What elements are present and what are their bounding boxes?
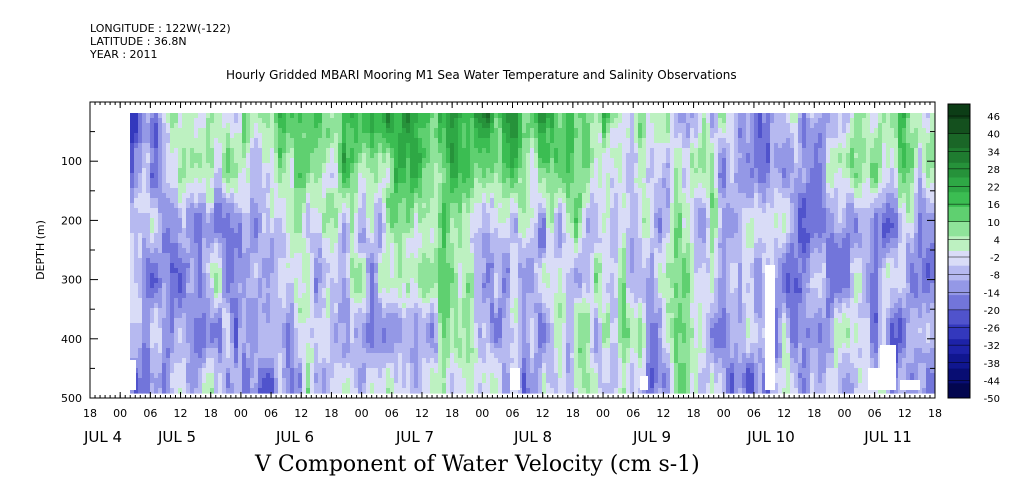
colorbar-label: -8	[990, 271, 1000, 282]
colorbar-swatch	[948, 295, 970, 311]
x-hour-label: 18	[928, 407, 942, 420]
y-tick-label: 400	[61, 333, 82, 346]
colorbar-label: -38	[984, 359, 1000, 370]
colorbar-swatch	[948, 118, 970, 134]
x-hour-label: 06	[626, 407, 640, 420]
year-label: YEAR : 2011	[90, 48, 158, 61]
colorbar-swatch	[948, 236, 970, 252]
x-hour-label: 18	[83, 407, 97, 420]
x-hour-label: 06	[264, 407, 278, 420]
x-hour-label: 00	[717, 407, 731, 420]
colorbar-label: 22	[987, 183, 1000, 194]
longitude-label: LONGITUDE : 122W(-122)	[90, 22, 231, 35]
colorbar-swatch	[948, 353, 970, 370]
x-hour-label: 06	[385, 407, 399, 420]
colorbar-label: 16	[987, 200, 1000, 211]
x-hour-label: 00	[355, 407, 369, 420]
x-hour-label: 18	[324, 407, 338, 420]
colorbar-label: -14	[984, 288, 1000, 299]
x-hour-label: 12	[174, 407, 188, 420]
colorbar: 46 40 34 28 22 16 10 4 -2 -8 -14 -20 -26 -32 -38 -44 -50	[947, 103, 1000, 405]
colorbar-swatch	[948, 251, 970, 267]
colorbar-label: -26	[984, 324, 1000, 335]
y-axis-title: DEPTH (m)	[34, 220, 47, 280]
x-date-label: JUL 7	[395, 428, 434, 446]
x-hour-label: 12	[656, 407, 670, 420]
colorbar-label: -32	[984, 341, 1000, 352]
colorbar-swatch	[948, 280, 970, 296]
x-hour-label: 06	[868, 407, 882, 420]
axes: 18 00 06 12 18 00 06 12 18 00 06 12 18 00 06 12 18 00 06 12…	[34, 101, 942, 446]
y-tick-label: 300	[61, 274, 82, 287]
x-hour-label: 06	[506, 407, 520, 420]
x-hour-label: 12	[294, 407, 308, 420]
y-tick-label: 100	[61, 155, 82, 168]
x-hour-label: 18	[445, 407, 459, 420]
x-hour-label: 18	[807, 407, 821, 420]
x-hour-label: 00	[234, 407, 248, 420]
x-hour-label: 18	[204, 407, 218, 420]
colorbar-label: 28	[987, 165, 1000, 176]
colorbar-label: 34	[987, 147, 1000, 158]
x-hour-label: 00	[475, 407, 489, 420]
colorbar-swatch	[948, 221, 970, 237]
x-hour-label: 12	[415, 407, 429, 420]
x-hour-label: 06	[747, 407, 761, 420]
x-hour-label: 12	[777, 407, 791, 420]
x-hour-label: 00	[837, 407, 851, 420]
colorbar-swatch	[948, 324, 970, 340]
colorbar-swatch	[948, 206, 970, 223]
colorbar-label: 46	[987, 112, 1000, 123]
colorbar-swatch	[948, 368, 970, 384]
colorbar-swatch	[948, 383, 970, 399]
colorbar-label: 40	[987, 130, 1000, 141]
x-date-label: JUL 6	[275, 428, 314, 446]
x-hour-label: 12	[898, 407, 912, 420]
x-hour-label: 00	[596, 407, 610, 420]
chart-title: Hourly Gridded MBARI Mooring M1 Sea Wate…	[226, 68, 737, 82]
x-date-label: JUL 5	[157, 428, 196, 446]
colorbar-swatch	[948, 192, 970, 208]
y-tick-label: 500	[61, 392, 82, 405]
colorbar-swatch	[948, 265, 970, 281]
colorbar-swatch	[948, 309, 970, 325]
latitude-label: LATITUDE : 36.8N	[90, 35, 187, 48]
y-tick-label: 200	[61, 214, 82, 227]
x-axis-title: V Component of Water Velocity (cm s-1)	[255, 452, 700, 477]
x-hour-label: 18	[687, 407, 701, 420]
colorbar-label: 10	[987, 218, 1000, 229]
colorbar-swatch	[948, 104, 970, 120]
colorbar-label: -2	[990, 253, 1000, 264]
colorbar-label: 4	[994, 235, 1000, 246]
heatmap-field	[130, 113, 935, 394]
colorbar-swatch	[948, 162, 970, 178]
x-hour-label: 06	[143, 407, 157, 420]
colorbar-swatch	[948, 339, 970, 355]
x-hour-label: 12	[536, 407, 550, 420]
colorbar-label: -20	[984, 306, 1000, 317]
x-date-label: JUL 11	[863, 428, 912, 446]
x-date-label: JUL 8	[513, 428, 552, 446]
x-hour-label: 00	[113, 407, 127, 420]
x-date-label: JUL 4	[83, 428, 122, 446]
colorbar-label: -44	[984, 376, 1000, 387]
colorbar-swatch	[948, 177, 970, 193]
colorbar-swatch	[948, 148, 970, 164]
x-date-label: JUL 9	[632, 428, 671, 446]
x-hour-label: 18	[566, 407, 580, 420]
colorbar-label: -50	[984, 394, 1000, 405]
colorbar-swatch	[948, 133, 970, 149]
x-date-label: JUL 10	[746, 428, 795, 446]
